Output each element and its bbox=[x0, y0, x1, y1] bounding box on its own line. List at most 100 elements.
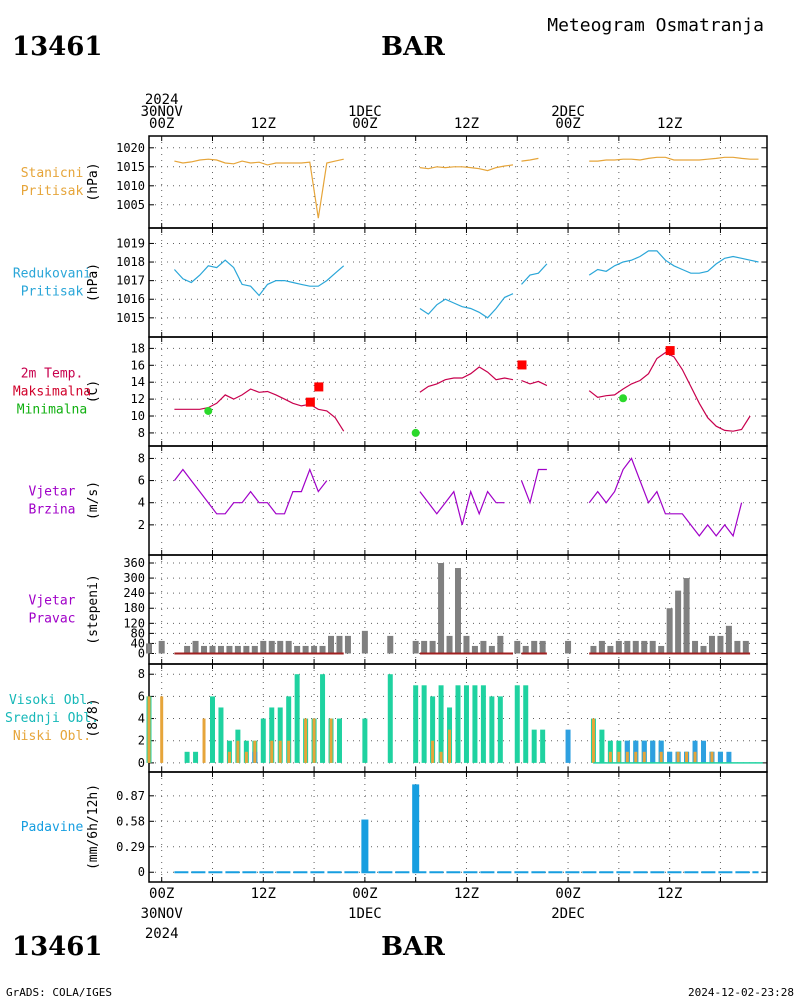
direction-bar bbox=[209, 645, 216, 654]
direction-bar bbox=[319, 645, 326, 654]
mid-cloud-bar bbox=[701, 740, 707, 763]
low-cloud-bar bbox=[304, 718, 308, 763]
low-cloud-bar bbox=[625, 751, 629, 763]
high-cloud-bar bbox=[362, 718, 368, 763]
max-temp-marker bbox=[314, 382, 324, 392]
low-cloud-bar bbox=[608, 751, 612, 763]
direction-bar bbox=[412, 640, 419, 654]
mid-cloud-bar bbox=[667, 751, 673, 763]
direction-bar bbox=[658, 645, 665, 654]
y-tick-label: 0.87 bbox=[116, 789, 145, 803]
top-time-label: 1DEC bbox=[348, 104, 382, 120]
direction-bar bbox=[260, 640, 267, 654]
min-temp-marker bbox=[411, 428, 420, 437]
y-tick-label: 0 bbox=[138, 756, 145, 770]
series-line bbox=[521, 263, 548, 285]
high-cloud-bar bbox=[489, 696, 495, 763]
direction-bar bbox=[361, 630, 368, 654]
direction-bar bbox=[734, 640, 741, 654]
direction-bar bbox=[336, 635, 343, 654]
series-line bbox=[419, 164, 514, 172]
low-cloud-bar bbox=[617, 751, 621, 763]
direction-bar bbox=[522, 645, 529, 654]
direction-bar bbox=[480, 640, 487, 654]
high-cloud-bar bbox=[260, 718, 266, 763]
panel-title-line: Stanicni bbox=[21, 166, 84, 181]
high-cloud-bar bbox=[218, 707, 224, 763]
y-axis-label: (hPa) bbox=[86, 263, 101, 302]
direction-bar bbox=[201, 645, 208, 654]
y-tick-label: 1015 bbox=[116, 311, 145, 325]
direction-bar bbox=[344, 635, 351, 654]
high-cloud-bar bbox=[413, 685, 419, 763]
direction-bar bbox=[311, 645, 318, 654]
y-tick-label: 6 bbox=[138, 689, 145, 703]
mid-cloud-bar bbox=[650, 740, 656, 763]
panel-title-line: Pritisak bbox=[21, 184, 84, 199]
y-axis-label: (m/s) bbox=[86, 481, 101, 520]
high-cloud-bar bbox=[497, 696, 503, 763]
y-tick-label: 2 bbox=[138, 734, 145, 748]
series-line bbox=[521, 379, 548, 387]
direction-bar bbox=[243, 645, 250, 654]
mid-cloud-bar bbox=[726, 751, 732, 763]
high-cloud-bar bbox=[430, 696, 436, 763]
bottom-time-label: 00Z bbox=[149, 886, 174, 902]
panel-frame bbox=[148, 771, 768, 883]
panel-title-line: Visoki Obl. bbox=[9, 693, 95, 708]
bottom-time-label: 2DEC bbox=[551, 906, 585, 922]
direction-bar bbox=[446, 635, 453, 654]
y-tick-label: 120 bbox=[123, 616, 145, 630]
direction-bar bbox=[455, 568, 461, 654]
y-tick-label: 1017 bbox=[116, 274, 145, 288]
high-cloud-bar bbox=[599, 729, 605, 763]
direction-bar bbox=[285, 640, 292, 654]
direction-bar bbox=[234, 645, 241, 654]
y-axis-label: (C) bbox=[86, 380, 101, 403]
y-tick-label: 1016 bbox=[116, 292, 145, 306]
low-cloud-bar bbox=[710, 751, 714, 763]
direction-bar bbox=[717, 635, 724, 654]
high-cloud-bar bbox=[209, 696, 215, 763]
top-time-label: 12Z bbox=[454, 116, 479, 132]
direction-bar bbox=[146, 643, 152, 654]
footer-timestamp: 2024-12-02-23:28 bbox=[688, 986, 794, 999]
y-tick-label: 0.58 bbox=[116, 814, 145, 828]
bottom-time-label: 12Z bbox=[454, 886, 479, 902]
low-cloud-bar bbox=[202, 718, 206, 763]
low-cloud-bar bbox=[147, 696, 151, 763]
y-tick-label: 4 bbox=[138, 496, 145, 510]
panels: 1005101010151020(hPa)StanicniPritisak101… bbox=[5, 135, 768, 883]
y-tick-label: 0 bbox=[138, 865, 145, 879]
high-cloud-bar bbox=[455, 685, 461, 763]
bottom-time-axis: 00Z 30NOV 2024 12Z 00Z 1DEC 12Z 00Z 2DEC 12Z bbox=[141, 886, 683, 942]
direction-bar bbox=[421, 640, 428, 654]
panel-title-line: Brzina bbox=[29, 503, 76, 518]
y-tick-label: 40 bbox=[131, 636, 145, 650]
top-time-label: 12Z bbox=[251, 116, 276, 132]
high-cloud-bar bbox=[438, 685, 444, 763]
panel-title-line: Vjetar bbox=[29, 485, 76, 500]
direction-bar bbox=[158, 640, 165, 654]
direction-bar bbox=[539, 640, 546, 654]
panel-title-line: Niski Obl. bbox=[13, 729, 91, 744]
low-cloud-bar bbox=[685, 751, 689, 763]
y-axis-label: (stepeni) bbox=[86, 574, 101, 644]
reduced-pressure-panel: 1015 1016 1017 1018 1019 (hPa)Redukovani Priti… bbox=[13, 227, 768, 338]
direction-bar bbox=[184, 645, 191, 654]
direction-bar bbox=[217, 645, 224, 654]
bottom-time-label: 30NOV bbox=[141, 906, 184, 922]
direction-bar bbox=[590, 645, 597, 654]
low-cloud-bar bbox=[244, 751, 248, 763]
direction-bar bbox=[226, 645, 233, 654]
precip-bar bbox=[361, 819, 369, 873]
low-cloud-bar bbox=[431, 740, 435, 763]
y-tick-label: 180 bbox=[123, 601, 145, 615]
precipitation-panel: 0 0.29 0.58 0.87 (mm/6h/12h)Padavine bbox=[21, 771, 768, 883]
y-tick-label: 360 bbox=[123, 556, 145, 570]
y-tick-label: 8 bbox=[138, 667, 145, 681]
series-line bbox=[174, 388, 345, 432]
direction-bar bbox=[429, 640, 436, 654]
y-tick-label: 300 bbox=[123, 571, 145, 585]
